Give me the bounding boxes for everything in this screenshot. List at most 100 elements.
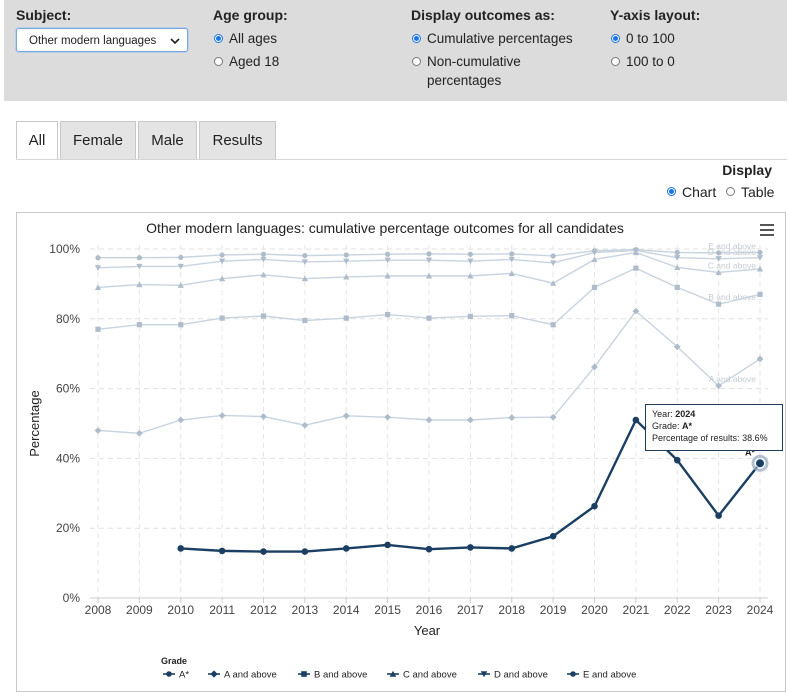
y-tick-label: 0%: [63, 591, 81, 605]
data-point: [384, 541, 391, 549]
legend-item-label: A and above: [224, 670, 277, 681]
data-point: [550, 253, 556, 259]
y-tick-label: 20%: [56, 521, 80, 535]
data-point: [715, 512, 722, 519]
subject-filter: Subject:: [16, 7, 71, 23]
data-point: [219, 252, 225, 258]
age-all-radio[interactable]: All ages: [214, 31, 277, 46]
radio-selected-icon: [667, 187, 676, 196]
tooltip-grade-value: A*: [682, 421, 693, 431]
data-point: [674, 255, 681, 261]
data-point: [301, 421, 309, 429]
legend-marker: [570, 671, 576, 677]
series-end-label: B and above: [708, 292, 756, 302]
data-point: [260, 413, 267, 420]
x-tick-label: 2013: [292, 603, 319, 617]
series-end-label: D and above: [708, 247, 756, 257]
data-point: [343, 258, 350, 265]
radio-icon: [214, 57, 223, 66]
data-point: [260, 548, 267, 555]
display-table-label: Table: [741, 184, 775, 200]
tab-results[interactable]: Results: [199, 121, 276, 159]
data-point: [301, 548, 309, 555]
data-point: [177, 282, 184, 288]
data-point: [219, 258, 226, 265]
tab-female[interactable]: Female: [60, 121, 136, 159]
display-chart-label: Chart: [682, 184, 717, 200]
data-point: [94, 284, 102, 290]
data-point: [508, 270, 515, 277]
data-point: [632, 307, 640, 315]
data-point: [715, 269, 722, 275]
hamburger-menu-icon[interactable]: [760, 224, 774, 236]
x-tick-label: 2014: [333, 603, 360, 617]
data-point: [756, 355, 764, 363]
y-axis-filter: Y-axis layout:: [610, 7, 700, 23]
x-axis-title: Year: [414, 623, 441, 638]
display-chart-radio[interactable]: Chart: [667, 184, 716, 200]
data-point: [509, 313, 515, 319]
age-group-label: Age group:: [213, 7, 288, 23]
y-0-100-label: 0 to 100: [626, 31, 675, 46]
data-point: [178, 322, 184, 328]
display-table-radio[interactable]: Table: [726, 184, 774, 200]
x-tick-label: 2011: [209, 603, 235, 617]
radio-icon: [611, 57, 620, 66]
non-cumulative-line1: Non-cumulative: [427, 54, 521, 69]
data-point: [467, 272, 474, 279]
legend-item-label: C and above: [403, 670, 457, 681]
x-tick-label: 2019: [540, 603, 567, 617]
legend-marker: [166, 671, 172, 677]
data-point: [550, 280, 557, 286]
chart-tooltip: Year: 2024 Grade: A* Percentage of resul…: [645, 404, 783, 451]
data-point: [301, 275, 308, 282]
data-point: [591, 256, 598, 263]
data-point: [260, 271, 267, 278]
data-point: [673, 456, 681, 464]
data-point: [467, 251, 473, 257]
data-point: [756, 255, 764, 261]
tooltip-year-label: Year:: [652, 409, 676, 419]
non-cumulative-line2: percentages: [427, 73, 502, 88]
data-point: [425, 257, 433, 264]
data-point: [425, 272, 433, 279]
data-point: [426, 315, 432, 321]
age-18-radio[interactable]: Aged 18: [214, 54, 279, 69]
data-point: [426, 251, 432, 257]
data-point: [509, 251, 515, 257]
data-point: [757, 249, 763, 256]
tab-all[interactable]: All: [16, 121, 58, 160]
data-point: [136, 281, 143, 288]
display-outcomes-label: Display outcomes as:: [411, 7, 555, 23]
tab-divider: [16, 159, 787, 160]
data-point: [385, 251, 391, 257]
data-point: [466, 416, 474, 424]
data-point: [384, 413, 392, 421]
cumulative-radio[interactable]: Cumulative percentages: [412, 31, 573, 46]
data-point: [508, 414, 516, 421]
data-point: [591, 284, 598, 290]
y-axis-title: Percentage: [27, 390, 42, 457]
subject-select[interactable]: Other modern languages: [16, 28, 188, 52]
data-point: [549, 413, 557, 421]
chevron-down-icon: [169, 31, 181, 59]
radio-icon: [412, 57, 421, 66]
display-label: Display: [722, 162, 772, 178]
x-tick-label: 2020: [581, 603, 608, 617]
x-tick-label: 2012: [250, 603, 277, 617]
data-point: [135, 429, 143, 437]
tab-male[interactable]: Male: [138, 121, 197, 159]
non-cumulative-radio[interactable]: Non-cumulative percentages: [412, 54, 521, 90]
x-tick-label: 2023: [705, 603, 732, 617]
y-100-0-radio[interactable]: 100 to 0: [611, 54, 675, 69]
data-point: [218, 547, 226, 555]
filters-panel: Subject: Other modern languages Age grou…: [4, 0, 787, 101]
y-0-100-radio[interactable]: 0 to 100: [611, 31, 675, 46]
age-group-filter: Age group:: [213, 7, 288, 23]
data-point: [342, 412, 350, 420]
data-point: [674, 264, 681, 271]
x-tick-label: 2009: [126, 603, 153, 617]
data-point: [136, 263, 143, 270]
series-end-label: E and above: [708, 241, 756, 251]
display-outcomes-filter: Display outcomes as:: [411, 7, 555, 23]
